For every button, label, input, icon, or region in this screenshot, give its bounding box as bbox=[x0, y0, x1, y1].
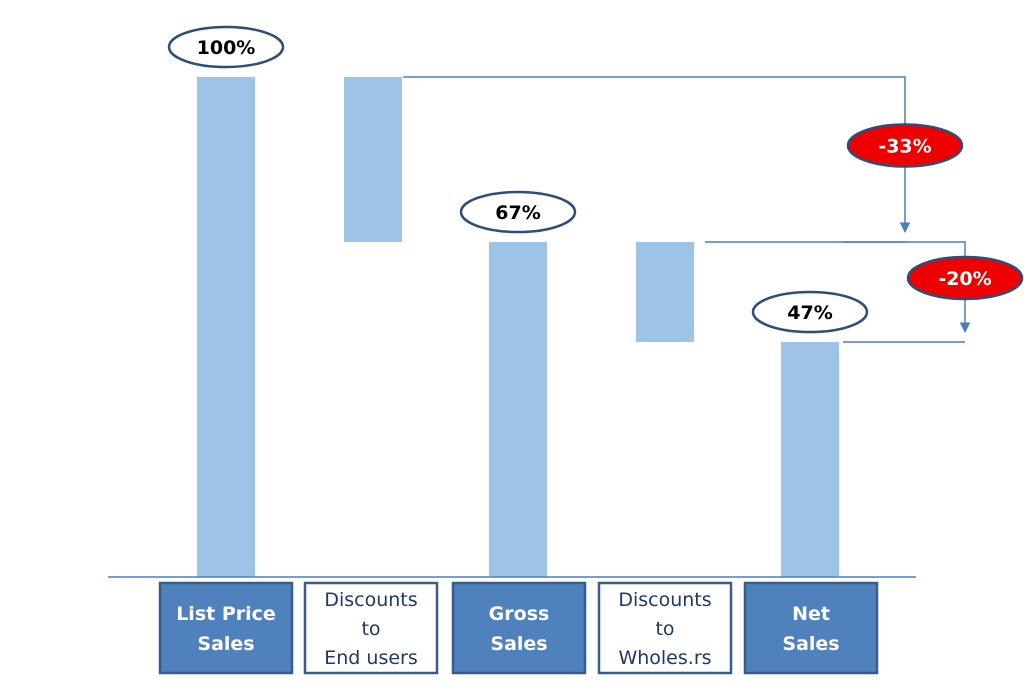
category-label-text: Wholes.rs bbox=[618, 647, 711, 669]
category-label-box bbox=[451, 581, 587, 675]
change-label-text: -20% bbox=[938, 268, 991, 290]
category-label-text: Net bbox=[792, 603, 830, 625]
changes-layer: -33% -20% bbox=[846, 123, 1024, 301]
connector-arrow bbox=[403, 76, 911, 234]
category-label-box bbox=[158, 581, 294, 675]
connectors-layer bbox=[403, 76, 971, 343]
value-label-oval bbox=[167, 25, 285, 69]
bar-decrease bbox=[636, 242, 694, 342]
category-label-text: Sales bbox=[782, 633, 839, 655]
change-label: -33% bbox=[846, 123, 964, 168]
change-label-oval bbox=[906, 255, 1024, 301]
category-label: Discounts to End users bbox=[303, 581, 439, 675]
value-label-text: 67% bbox=[495, 202, 540, 224]
category-label-text: Discounts bbox=[618, 589, 711, 611]
value-label: 100% bbox=[167, 25, 285, 69]
value-label: 67% bbox=[459, 190, 577, 234]
value-label-text: 100% bbox=[197, 37, 256, 59]
category-label-text: Discounts bbox=[324, 589, 417, 611]
category-label-box bbox=[303, 581, 439, 675]
category-label-text: to bbox=[655, 618, 674, 640]
connector-arrow bbox=[705, 241, 971, 334]
bar-total bbox=[781, 342, 839, 577]
category-label-text: End users bbox=[324, 647, 418, 669]
bar-total bbox=[197, 77, 255, 577]
change-connector bbox=[705, 241, 971, 343]
category-label: Net Sales bbox=[743, 581, 879, 675]
value-label: 47% bbox=[751, 290, 869, 334]
change-label-oval bbox=[846, 123, 964, 168]
category-label-text: Sales bbox=[197, 633, 254, 655]
category-label-box bbox=[597, 581, 733, 675]
bars-layer bbox=[197, 77, 839, 577]
category-label: Discounts to Wholes.rs bbox=[597, 581, 733, 675]
value-label-text: 47% bbox=[787, 302, 832, 324]
value-label-oval bbox=[751, 290, 869, 334]
category-label-text: Gross bbox=[489, 603, 550, 625]
bar-total bbox=[489, 242, 547, 577]
bar-decrease bbox=[344, 77, 402, 242]
change-label: -20% bbox=[906, 255, 1024, 301]
category-label: List Price Sales bbox=[158, 581, 294, 675]
category-label-text: Sales bbox=[490, 633, 547, 655]
category-label-box bbox=[743, 581, 879, 675]
value-label-oval bbox=[459, 190, 577, 234]
category-label-text: to bbox=[361, 618, 380, 640]
category-label-text: List Price bbox=[176, 603, 276, 625]
category-label: Gross Sales bbox=[451, 581, 587, 675]
categories-layer: List Price Sales Discounts to End users Gross… bbox=[158, 581, 879, 675]
change-label-text: -33% bbox=[878, 136, 931, 158]
labels-layer: 100% 67% 47% bbox=[167, 25, 869, 334]
